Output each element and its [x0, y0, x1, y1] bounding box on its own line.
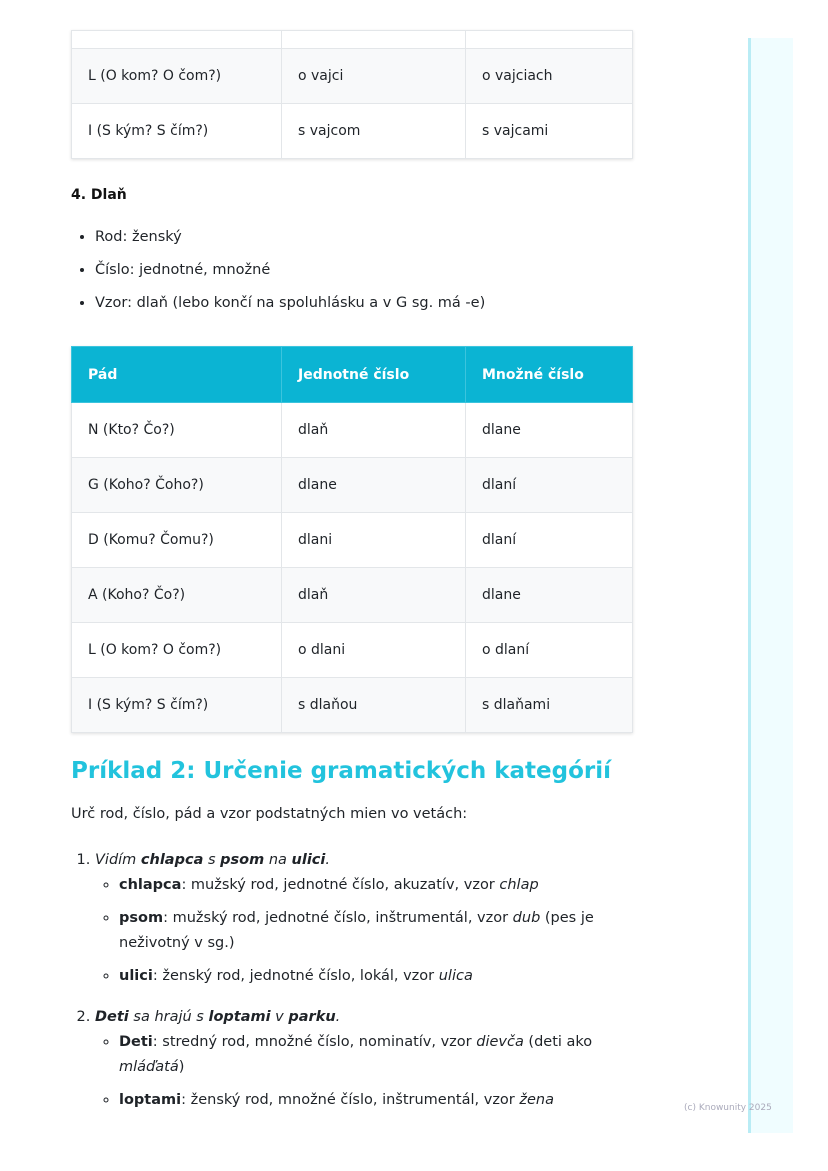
table-cell: N (Kto? Čo?): [71, 402, 282, 458]
table-row: L (O kom? O čom?) o vajci o vajciach: [71, 48, 633, 104]
table-cell: s dlaňami: [465, 677, 633, 733]
text-segment: chlap: [499, 877, 539, 893]
text-segment: dievča: [476, 1034, 524, 1050]
table-cell: L (O kom? O čom?): [71, 48, 282, 104]
table-cell: dlane: [465, 567, 633, 623]
table-cell: dlaní: [465, 512, 633, 568]
side-panel: [748, 38, 793, 1133]
analysis-list: chlapca: mužský rod, jednotné číslo, aku…: [95, 873, 655, 989]
table-cell: G (Koho? Čoho?): [71, 457, 282, 513]
table-cell: dlaň: [281, 402, 466, 458]
text-segment: v: [270, 1009, 289, 1025]
table-row: L (O kom? O čom?) o dlani o dlaní: [71, 622, 633, 678]
copyright-footer: (c) Knowunity 2025: [684, 1103, 772, 1113]
text-segment: ulici: [291, 852, 326, 868]
text-segment: psom: [119, 910, 164, 926]
table-row: A (Koho? Čo?) dlaň dlane: [71, 567, 633, 623]
table-cell: dlaní: [465, 457, 633, 513]
section-bullets: Rod: ženskýČíslo: jednotné, množnéVzor: …: [71, 229, 485, 328]
text-segment: žena: [519, 1092, 554, 1108]
table-cell: s dlaňou: [281, 677, 466, 733]
column-header: Pád: [71, 346, 282, 403]
example-item: Deti sa hrajú s loptami v parku.Deti: st…: [95, 1005, 655, 1113]
table-cell: dlane: [465, 402, 633, 458]
table-cell: I (S kým? S čím?): [71, 103, 282, 159]
text-segment: chlapca: [140, 852, 204, 868]
text-segment: Deti: [95, 1009, 129, 1025]
table-cell: [281, 30, 466, 49]
table-cell: o dlani: [281, 622, 466, 678]
bullet-item: Rod: ženský: [95, 229, 485, 262]
example-item: Vidím chlapca s psom na ulici.chlapca: m…: [95, 848, 655, 989]
text-segment: : ženský rod, jednotné číslo, lokál, vzo…: [152, 968, 439, 984]
vajce-declension-table: L (O kom? O čom?) o vajci o vajciach I (S k…: [71, 30, 633, 159]
text-segment: s: [203, 852, 221, 868]
table-row: I (S kým? S čím?) s vajcom s vajcami: [71, 103, 633, 159]
column-header: Jednotné číslo: [281, 346, 466, 403]
analysis-item: psom: mužský rod, jednotné číslo, inštru…: [119, 906, 655, 956]
example-title: Príklad 2: Určenie gramatických kategóri…: [71, 758, 611, 784]
table-cell: dlaň: [281, 567, 466, 623]
analysis-item: chlapca: mužský rod, jednotné číslo, aku…: [119, 873, 655, 898]
table-cell: s vajcami: [465, 103, 633, 159]
text-segment: psom: [220, 852, 265, 868]
table-row: I (S kým? S čím?) s dlaňou s dlaňami: [71, 677, 633, 733]
text-segment: ulica: [438, 968, 473, 984]
table-cell: A (Koho? Čo?): [71, 567, 282, 623]
text-segment: ): [178, 1059, 185, 1075]
analysis-item: ulici: ženský rod, jednotné číslo, lokál…: [119, 964, 655, 989]
text-segment: dub: [512, 910, 541, 926]
table-row: N (Kto? Čo?) dlaň dlane: [71, 402, 633, 458]
analysis-item: loptami: ženský rod, množné číslo, inštr…: [119, 1088, 655, 1113]
text-segment: parku: [288, 1009, 336, 1025]
text-segment: Deti: [119, 1034, 153, 1050]
text-segment: na: [264, 852, 292, 868]
analysis-list: Deti: stredný rod, množné číslo, nominat…: [95, 1030, 655, 1113]
text-segment: loptami: [208, 1009, 271, 1025]
table-cell: o dlaní: [465, 622, 633, 678]
text-segment: : mužský rod, jednotné číslo, akuzatív, …: [181, 877, 500, 893]
column-header: Množné číslo: [465, 346, 633, 403]
text-segment: ulici: [119, 968, 153, 984]
text-segment: mláďatá: [119, 1059, 179, 1075]
table-row: G (Koho? Čoho?) dlane dlaní: [71, 457, 633, 513]
table-cell: o vajciach: [465, 48, 633, 104]
table-cell: dlane: [281, 457, 466, 513]
text-segment: chlapca: [119, 877, 182, 893]
text-segment: : ženský rod, množné číslo, inštrumentál…: [181, 1092, 520, 1108]
table-cell: I (S kým? S čím?): [71, 677, 282, 733]
section-heading: 4. Dlaň: [71, 187, 127, 203]
example-list: Vidím chlapca s psom na ulici.chlapca: m…: [71, 848, 655, 1129]
table-cell: s vajcom: [281, 103, 466, 159]
table-cell: dlani: [281, 512, 466, 568]
bullet-item: Číslo: jednotné, množné: [95, 262, 485, 295]
text-segment: : mužský rod, jednotné číslo, inštrument…: [163, 910, 513, 926]
text-segment: (deti ako: [523, 1034, 593, 1050]
bullet-item: Vzor: dlaň (lebo končí na spoluhlásku a …: [95, 295, 485, 328]
text-segment: .: [335, 1009, 341, 1025]
table-row: [71, 30, 633, 49]
example-intro: Urč rod, číslo, pád a vzor podstatných m…: [71, 806, 468, 822]
text-segment: loptami: [119, 1092, 182, 1108]
dlan-declension-table: Pád Jednotné číslo Množné číslo N (Kto? Čo?…: [71, 346, 633, 733]
table-cell: L (O kom? O čom?): [71, 622, 282, 678]
table-cell: o vajci: [281, 48, 466, 104]
text-segment: Vidím: [95, 852, 141, 868]
text-segment: : stredný rod, množné číslo, nominatív, …: [152, 1034, 477, 1050]
table-cell: [71, 30, 282, 49]
text-segment: .: [325, 852, 330, 868]
text-segment: (pes je neživotný v sg.): [119, 910, 594, 951]
table-cell: [465, 30, 633, 49]
table-row: D (Komu? Čomu?) dlani dlaní: [71, 512, 633, 568]
analysis-item: Deti: stredný rod, množné číslo, nominat…: [119, 1030, 655, 1080]
table-cell: D (Komu? Čomu?): [71, 512, 282, 568]
text-segment: sa hrajú s: [128, 1009, 209, 1025]
